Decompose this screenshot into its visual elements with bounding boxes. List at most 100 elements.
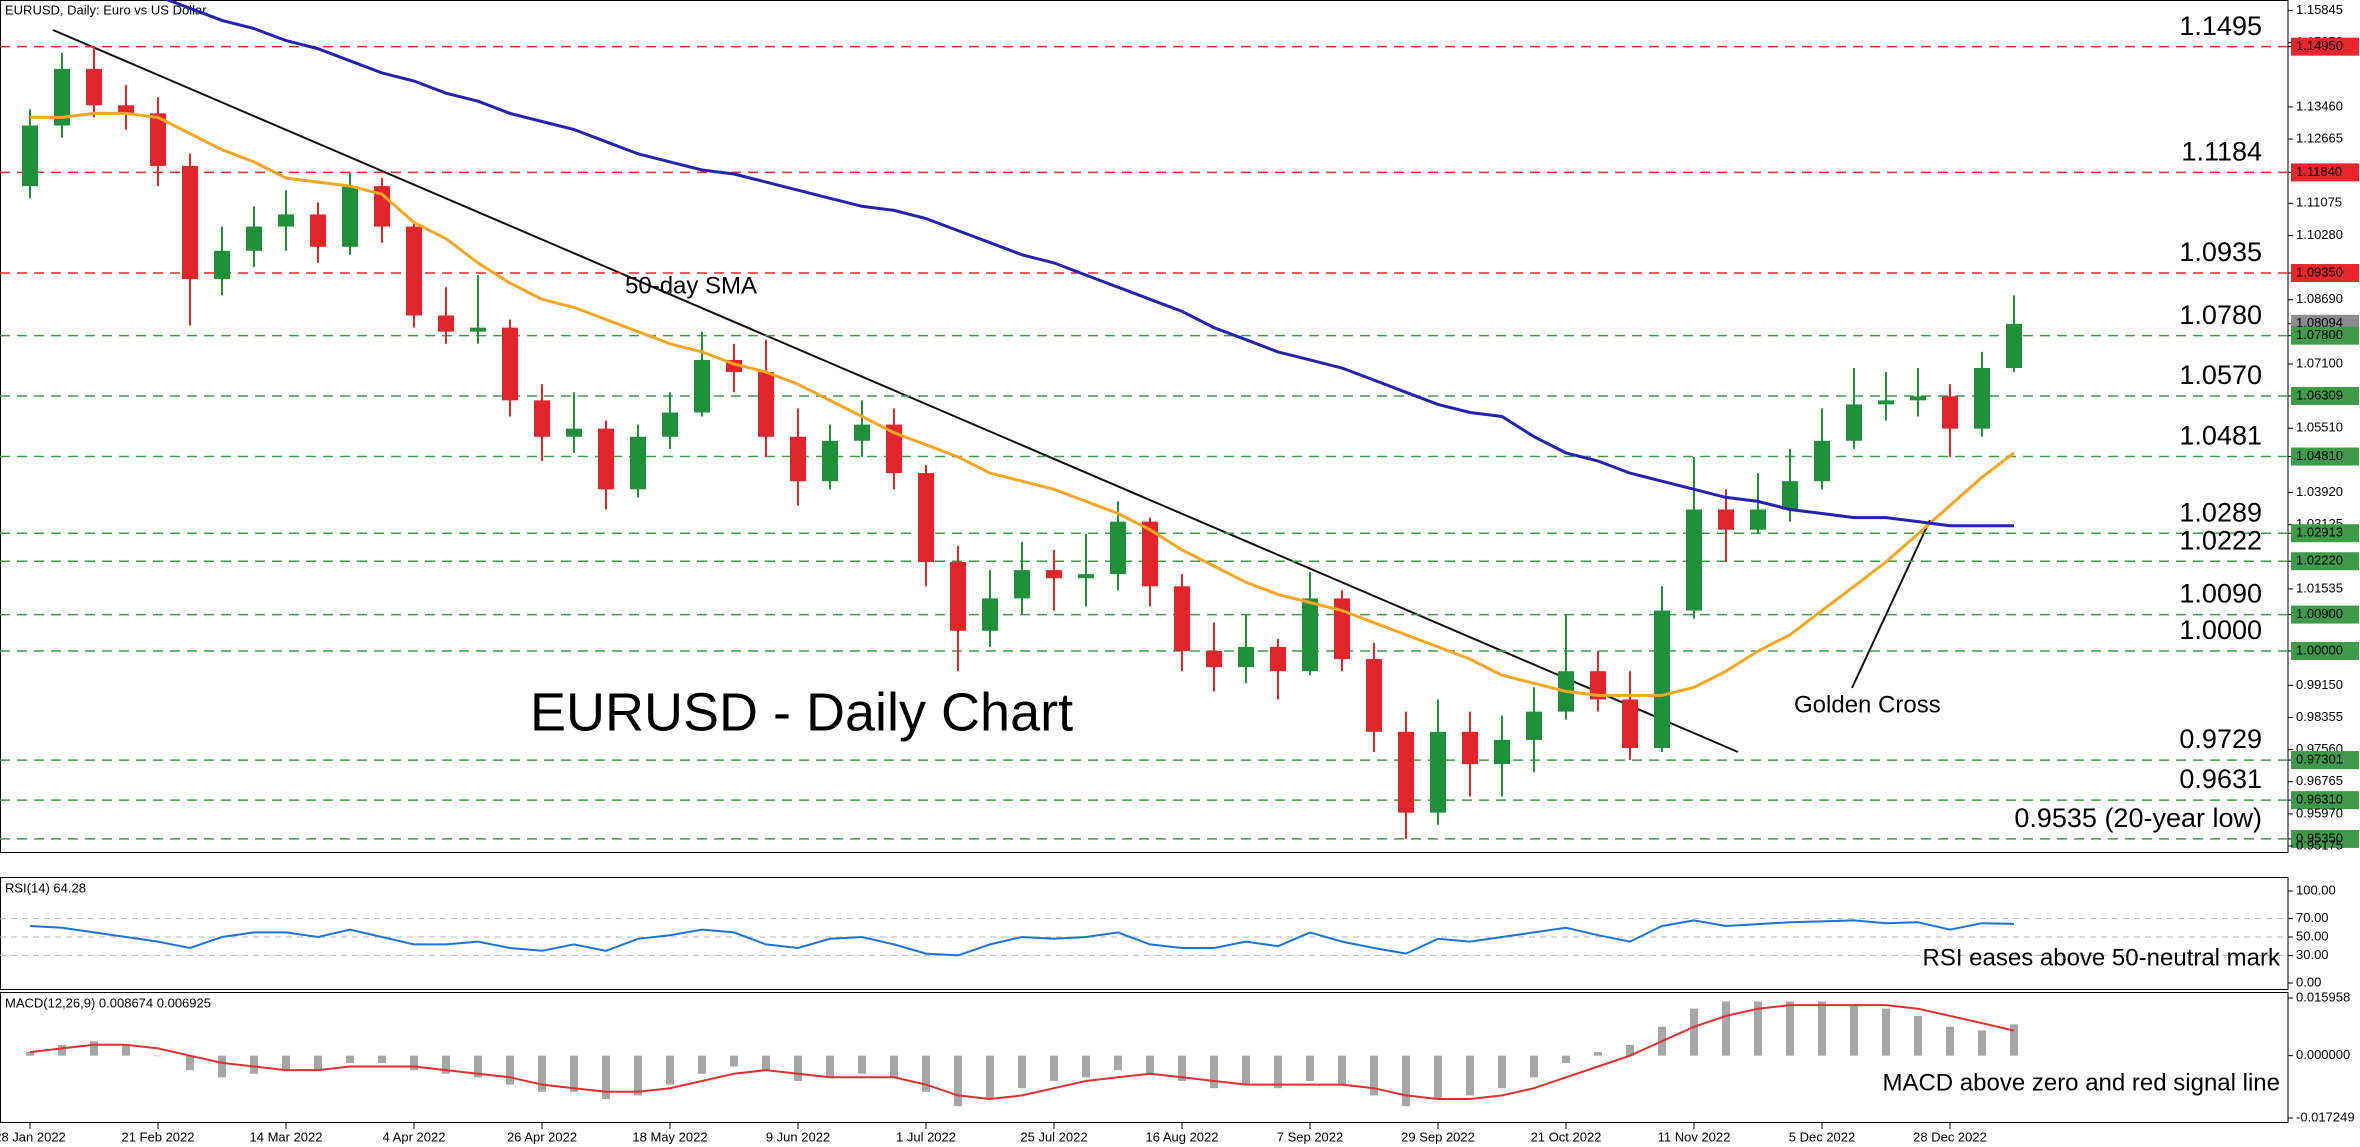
level-label: 1.0935	[2179, 237, 2262, 267]
candle-body	[662, 412, 678, 437]
x-tick-label: 21 Oct 2022	[1531, 1129, 1602, 1144]
candle-body	[886, 424, 902, 474]
series-label: 50-day SMA	[625, 272, 757, 299]
candle-body	[1494, 739, 1510, 765]
candle-body	[310, 214, 326, 247]
candle-body	[1174, 586, 1190, 651]
histogram-bar	[1146, 1055, 1154, 1074]
histogram-bar	[1402, 1055, 1410, 1107]
candle-body	[1910, 396, 1926, 401]
y-tick-label: 0.00	[2296, 974, 2321, 989]
candle-body	[1974, 368, 1990, 429]
histogram-bar	[442, 1055, 450, 1074]
histogram-bar	[410, 1055, 418, 1071]
y-tick-label: 1.15845	[2296, 2, 2343, 17]
histogram-bar	[1818, 1001, 1826, 1056]
candle-body	[1718, 509, 1734, 530]
price-box	[2291, 751, 2359, 770]
y-tick-label: 1.02913	[2296, 525, 2343, 540]
x-tick-label: 29 Sep 2022	[1401, 1129, 1475, 1144]
candle-body	[1814, 440, 1830, 482]
histogram-bar	[1050, 1055, 1058, 1081]
histogram-bar	[1274, 1055, 1282, 1089]
y-tick-label: 1.00000	[2296, 642, 2343, 657]
level-label: 1.0222	[2179, 525, 2262, 555]
y-tick-label: 1.06309	[2296, 387, 2343, 402]
histogram-bar	[1306, 1055, 1314, 1081]
price-box	[2291, 791, 2359, 810]
price-box	[2291, 264, 2359, 283]
histogram-bar	[1850, 1005, 1858, 1056]
candle-body	[1782, 481, 1798, 510]
y-tick-label: 50.00	[2296, 928, 2329, 943]
trend-line	[52, 29, 1739, 753]
y-tick-label: 1.03920	[2296, 484, 2343, 499]
histogram-bar	[570, 1055, 578, 1092]
level-label: 1.0090	[2179, 579, 2262, 609]
y-tick-label: 0.95350	[2296, 830, 2343, 845]
y-tick-label: 1.07100	[2296, 355, 2343, 370]
candle-body	[246, 226, 262, 251]
histogram-bar	[218, 1055, 226, 1078]
candle-body	[1110, 521, 1126, 575]
level-label: 1.1495	[2179, 11, 2262, 41]
level-label: 0.9535 (20-year low)	[2014, 803, 2262, 833]
pane-frame	[0, 0, 2289, 853]
histogram-bar	[154, 1055, 162, 1057]
histogram-bar	[474, 1055, 482, 1078]
price-box	[2291, 524, 2359, 543]
level-label: 1.1184	[2181, 137, 2262, 167]
candle-body	[470, 327, 486, 332]
histogram-bar	[1434, 1055, 1442, 1100]
histogram-bar	[1178, 1055, 1186, 1081]
histogram-bar	[826, 1055, 834, 1078]
x-tick-label: 21 Feb 2022	[121, 1129, 194, 1144]
y-tick-label: 1.09350	[2296, 264, 2343, 279]
histogram-bar	[1210, 1055, 1218, 1089]
histogram-bar	[1338, 1055, 1346, 1085]
histogram-bar	[858, 1055, 866, 1074]
candle-body	[278, 214, 294, 227]
histogram-bar	[666, 1055, 674, 1085]
histogram-bar	[1786, 1001, 1794, 1056]
candle-body	[1622, 699, 1638, 748]
candle-body	[1046, 570, 1062, 579]
candle-body	[1750, 509, 1766, 530]
candle-body	[1334, 598, 1350, 660]
level-label: 1.0570	[2179, 360, 2262, 390]
histogram-bar	[762, 1055, 770, 1071]
candle-body	[1398, 731, 1414, 813]
y-tick-label: 1.07800	[2296, 327, 2343, 342]
candle-body	[1686, 509, 1702, 611]
y-tick-label: 1.01535	[2296, 580, 2343, 595]
y-tick-label: 0.99150	[2296, 677, 2343, 692]
x-tick-label: 4 Apr 2022	[383, 1129, 446, 1144]
pane-title: MACD(12,26,9) 0.008674 0.006925	[5, 995, 211, 1010]
y-tick-label: 30.00	[2296, 947, 2329, 962]
histogram-bar	[1754, 1001, 1762, 1056]
moving-average-line	[163, 0, 2014, 528]
x-tick-label: 28 Dec 2022	[1913, 1129, 1987, 1144]
y-tick-label: 0.95970	[2296, 805, 2343, 820]
candle-body	[1526, 711, 1542, 740]
candle-body	[566, 428, 582, 437]
histogram-bar	[1690, 1008, 1698, 1056]
candle-body	[1590, 671, 1606, 700]
price-box	[2291, 552, 2359, 571]
candle-body	[1302, 598, 1318, 672]
price-box	[2291, 163, 2359, 182]
level-label: 1.0000	[2179, 615, 2262, 645]
price-box	[2291, 37, 2359, 56]
y-tick-label: 1.10280	[2296, 227, 2343, 242]
histogram-bar	[730, 1055, 738, 1067]
y-tick-label: 1.02220	[2296, 553, 2343, 568]
candle-body	[1846, 404, 1862, 441]
x-tick-label: 11 Nov 2022	[1658, 1129, 1731, 1144]
histogram-bar	[1018, 1055, 1026, 1089]
pane-frame	[0, 877, 2289, 990]
signal-line	[29, 1004, 2015, 1101]
candle-body	[1270, 646, 1286, 672]
histogram-bar	[1530, 1055, 1538, 1078]
candle-body	[1142, 521, 1158, 587]
histogram-bar	[794, 1055, 802, 1081]
